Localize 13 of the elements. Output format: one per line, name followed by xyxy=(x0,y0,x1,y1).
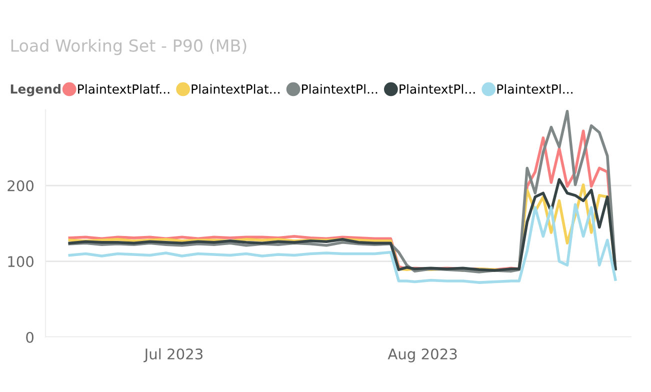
legend-label: PlaintextPlat... xyxy=(192,84,280,94)
x-tick-label: Aug 2023 xyxy=(388,348,457,362)
line-series xyxy=(68,203,617,284)
legend-label: PlaintextPl... xyxy=(497,84,572,94)
legend-label: PlaintextPl... xyxy=(400,84,475,94)
legend-label: PlaintextPl... xyxy=(302,84,378,94)
legend-label: PlaintextPlatf... xyxy=(78,84,170,94)
chart-title: Load Working Set - P90 (MB) xyxy=(11,38,246,56)
x-tick-label: Jul 2023 xyxy=(144,348,202,362)
y-tick-label: 100 xyxy=(8,256,34,268)
legend-title: Legend xyxy=(10,84,60,96)
y-tick-label: 0 xyxy=(26,332,34,343)
y-tick-label: 200 xyxy=(8,180,34,192)
